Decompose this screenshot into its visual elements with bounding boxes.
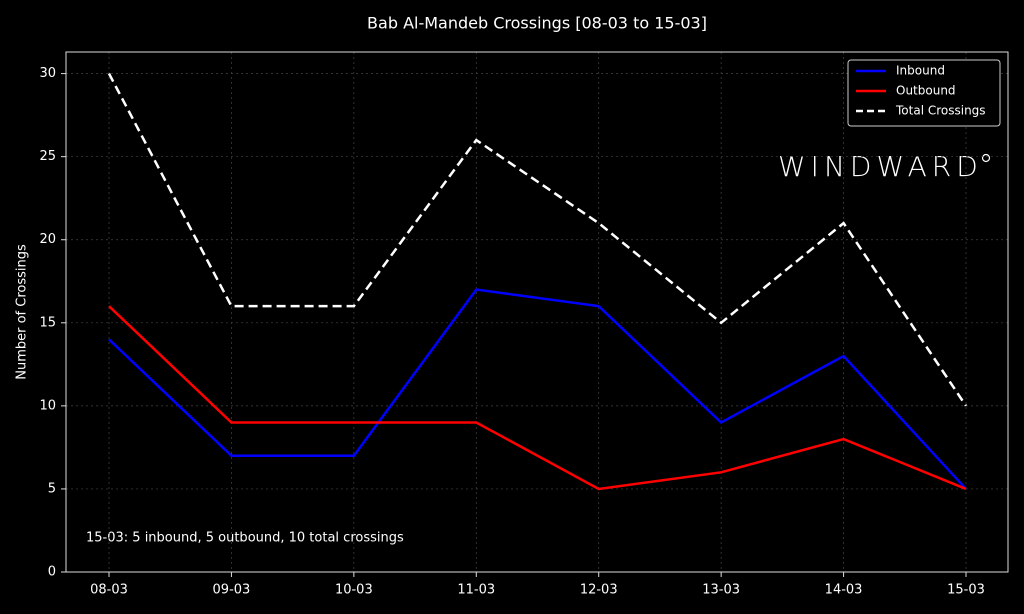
legend: Inbound Outbound Total Crossings	[847, 59, 1001, 127]
axes-frame	[65, 51, 1009, 573]
legend-label: Outbound	[896, 84, 956, 98]
y-tick-label: 5	[48, 481, 56, 496]
legend-box	[847, 59, 1001, 127]
legend-label: Total Crossings	[895, 104, 986, 118]
series-line	[107, 73, 968, 407]
watermark-mark	[981, 153, 991, 163]
x-tick-label: 15-03	[947, 583, 985, 598]
y-tick-label: 30	[39, 66, 56, 81]
y-tick-label: 25	[39, 149, 56, 164]
y-axis-label: Number of Crossings	[15, 244, 30, 380]
y-tick-label: 0	[48, 565, 56, 580]
y-tick-label: 10	[39, 398, 56, 413]
x-tick-label: 14-03	[825, 583, 863, 598]
x-tick-label: 11-03	[457, 583, 495, 598]
x-tick-label: 10-03	[335, 583, 373, 598]
x-tick-label: 13-03	[702, 583, 740, 598]
chart-title: Bab Al-Mandeb Crossings [08-03 to 15-03]	[367, 14, 707, 33]
x-tick-label: 12-03	[580, 583, 618, 598]
x-tick-label: 09-03	[213, 583, 251, 598]
watermark: WINDWARD	[778, 150, 983, 183]
y-tick-label: 20	[39, 232, 56, 247]
annotation: 15-03: 5 inbound, 5 outbound, 10 total c…	[86, 531, 404, 546]
y-tick-label: 15	[39, 315, 56, 330]
series-line	[108, 305, 967, 491]
legend-label: Inbound	[896, 64, 945, 78]
x-tick-label: 08-03	[90, 583, 128, 598]
series-line	[108, 288, 967, 490]
